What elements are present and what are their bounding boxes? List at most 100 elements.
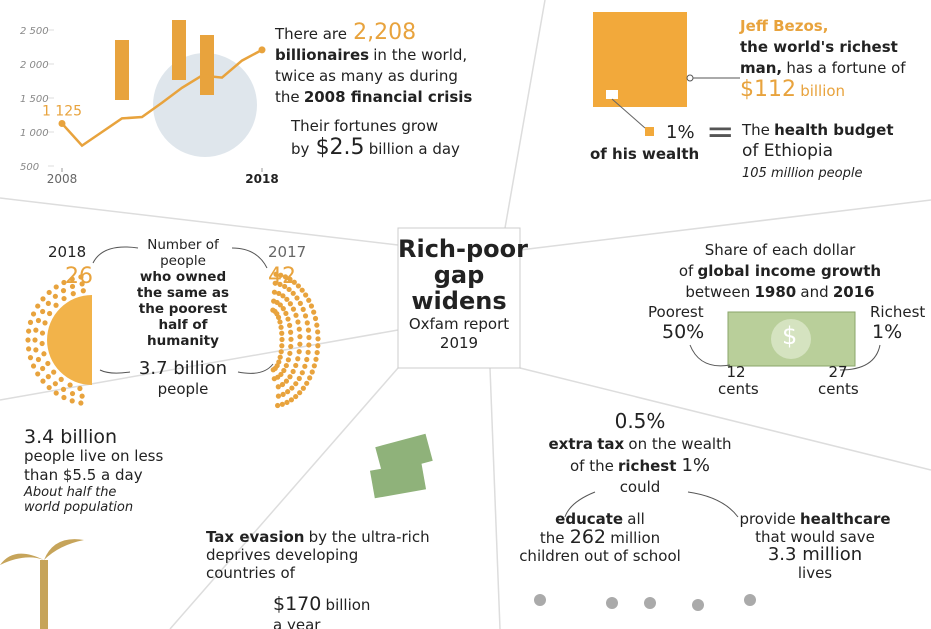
person-dot	[289, 385, 295, 391]
cents: 27 cents	[818, 363, 859, 398]
tax-text: 0.5% extra tax on the wealth of the richest…	[540, 408, 740, 498]
person-dot	[35, 317, 42, 324]
person-dot	[35, 303, 41, 309]
text: cents	[818, 380, 859, 398]
person-dot	[70, 291, 76, 297]
text: 27	[828, 363, 848, 381]
person-dot	[304, 380, 310, 386]
text: The	[742, 121, 770, 139]
person-dot	[61, 279, 67, 286]
person-dot	[275, 402, 281, 409]
person-dot	[60, 288, 67, 294]
text: extra	[548, 435, 594, 453]
line	[61, 48, 263, 148]
text: 105 million people	[742, 166, 863, 181]
person-dot	[285, 316, 291, 322]
text: people	[160, 253, 206, 269]
text: by the ultra-rich	[308, 528, 430, 546]
person-dot	[288, 329, 294, 335]
person-dot	[291, 279, 297, 285]
half-text: Number of people who owned the same as t…	[118, 237, 248, 349]
title: gap	[433, 261, 485, 289]
text: all	[627, 510, 645, 528]
text: richest	[618, 457, 677, 475]
person-dot	[306, 342, 312, 348]
text: lives	[797, 564, 833, 582]
cents: 12 cents	[718, 364, 759, 398]
person-dot	[32, 337, 38, 343]
person-dot	[27, 355, 34, 361]
person-dot	[288, 336, 294, 342]
person-dot	[293, 362, 299, 369]
text: people	[157, 380, 209, 398]
person-dot	[300, 306, 306, 312]
person-dot	[284, 296, 290, 302]
person-dot	[285, 389, 291, 395]
person-dot	[287, 276, 293, 282]
person-dot	[280, 306, 286, 312]
text: healthcare	[799, 510, 891, 528]
person-dot	[296, 375, 302, 382]
person-dot	[315, 329, 321, 335]
person-dot	[45, 360, 51, 367]
person-dot	[278, 272, 284, 278]
value-label: 1 125	[42, 104, 82, 120]
billionaires-text: There are 2,208 billionaires in the world,…	[275, 22, 472, 160]
person-dot	[275, 393, 282, 399]
person-dot	[307, 375, 313, 381]
text: the world's richest	[740, 38, 898, 56]
person-dot	[279, 330, 285, 336]
poverty-text: 3.4 billion people live on less than $5.…	[24, 428, 163, 516]
person-dot	[52, 381, 58, 387]
text: Number of	[147, 237, 219, 253]
person-dot	[276, 290, 282, 297]
person-dot	[39, 330, 46, 336]
text: educate	[555, 510, 624, 528]
text: billion	[800, 82, 846, 100]
text: billionaires	[275, 46, 370, 64]
person-dot	[272, 280, 278, 286]
text: a year	[273, 616, 321, 629]
text: 2016	[832, 283, 875, 301]
text: billion a day	[368, 140, 460, 158]
person-dot	[41, 351, 47, 357]
evasion-amount: $170 billion a year	[273, 594, 370, 629]
person-dot	[290, 368, 296, 375]
text: of his wealth	[590, 145, 700, 163]
person-dot	[290, 306, 297, 312]
income-text: Share of each dollar of global income gro…	[640, 240, 920, 303]
text: by	[291, 140, 310, 158]
person-dot	[311, 309, 317, 315]
person-dot	[294, 295, 300, 301]
person-dot	[287, 301, 293, 307]
person-dot	[277, 302, 283, 308]
subtitle: Oxfam report	[408, 315, 510, 333]
person-dot	[80, 288, 86, 294]
person-dot	[300, 385, 306, 391]
equals: =	[706, 112, 735, 152]
amount: $112	[740, 77, 796, 102]
person-dot	[283, 378, 290, 384]
person-dot	[297, 334, 303, 340]
person-dot	[279, 336, 285, 343]
person-dot	[295, 319, 301, 325]
subtitle: 2019	[439, 334, 479, 352]
person-dot	[302, 363, 308, 369]
person-dot	[69, 283, 76, 290]
label: Richest	[870, 303, 926, 321]
text: humanity	[147, 333, 219, 349]
person-dot	[78, 400, 84, 406]
person-dot	[285, 357, 291, 363]
text: 3.7 billion	[138, 358, 228, 379]
amount: $2.5	[315, 135, 365, 160]
point	[258, 46, 266, 54]
person-dot	[40, 308, 46, 315]
pct: 1%	[666, 122, 695, 143]
person-dot	[279, 343, 285, 349]
ethiopia-text: The health budget of Ethiopia 105 million…	[742, 120, 894, 181]
text: provide	[739, 510, 796, 528]
text: than $5.5 a day	[24, 466, 143, 484]
person-dot	[305, 327, 312, 333]
text: and	[800, 283, 829, 301]
